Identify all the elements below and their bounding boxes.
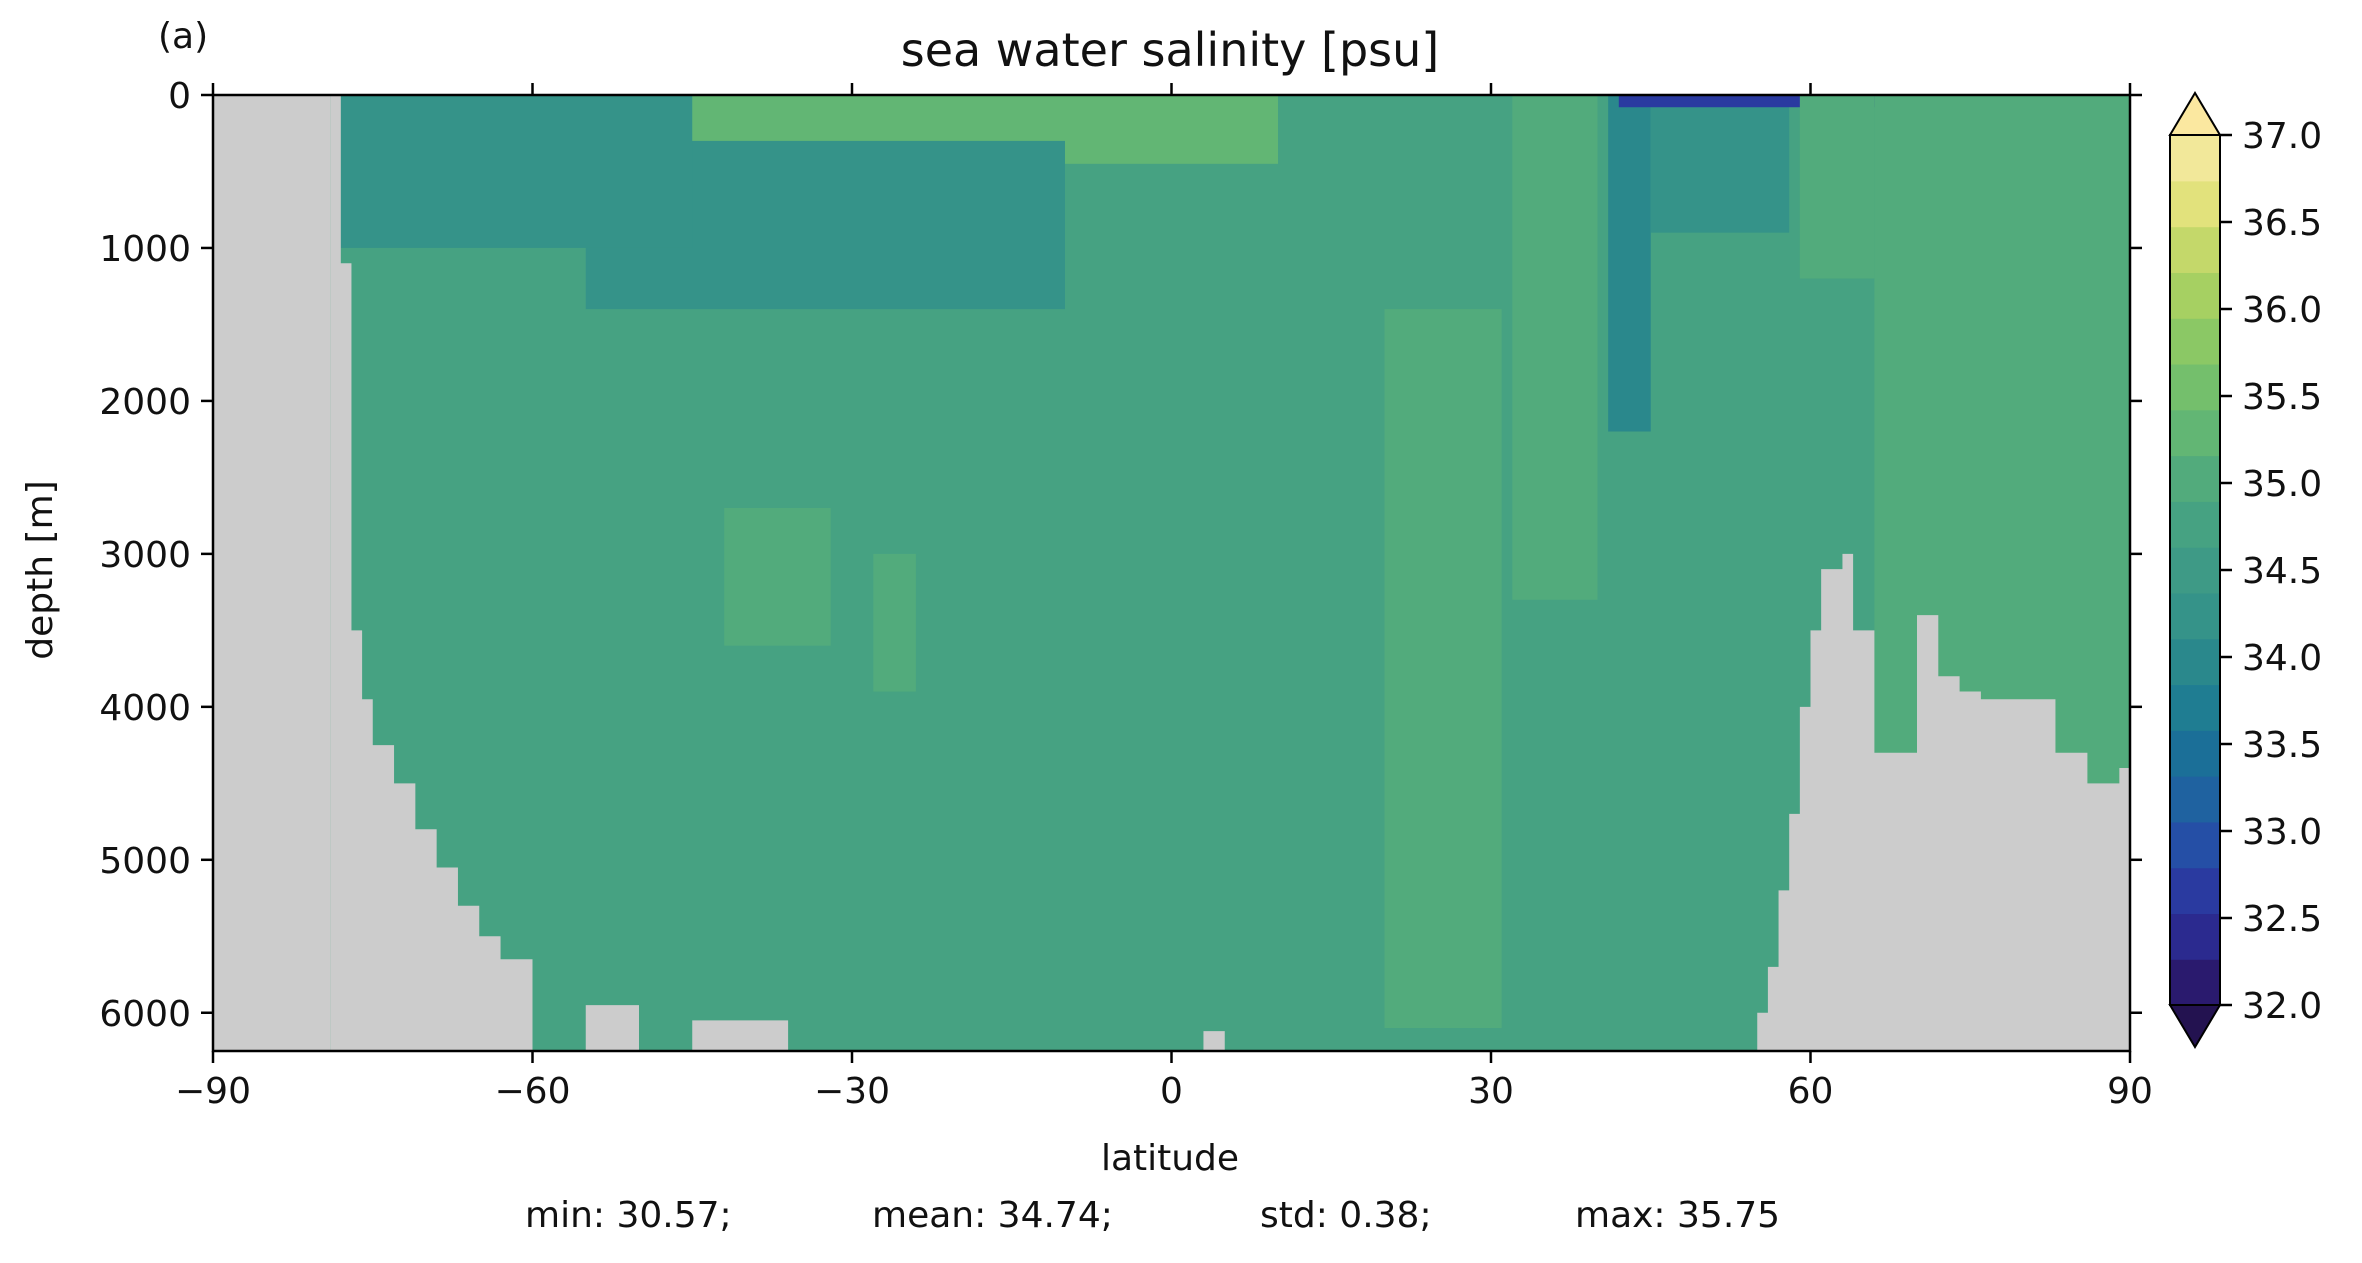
colorbar-band xyxy=(2170,135,2220,182)
colorbar: 32.0 32.5 33.0 33.5 34.0 34.5 35.0 35.5 36.0 36.5… xyxy=(2168,91,2322,1049)
x-axis-label: latitude xyxy=(1101,1138,1239,1179)
y-tick-label: 5000 xyxy=(99,841,191,882)
colorbar-band xyxy=(2170,730,2220,777)
colorbar-band xyxy=(2170,592,2220,640)
colorbar-band xyxy=(2170,821,2220,869)
panel-label: (a) xyxy=(158,16,208,57)
x-tick-label: 0 xyxy=(1160,1071,1183,1112)
colorbar-tick-label: 33.0 xyxy=(2242,812,2322,853)
colorbar-under-extension xyxy=(2168,1004,2222,1049)
colorbar-band xyxy=(2170,776,2220,823)
y-tick-label: 3000 xyxy=(99,535,191,576)
stat-mean: mean: 34.74; xyxy=(872,1195,1113,1236)
salinity-region-atlantic-deep-saline-tongue xyxy=(1384,309,1502,1029)
colorbar-band xyxy=(2170,363,2220,411)
stats-line: min: 30.57; mean: 34.74; std: 0.38; max:… xyxy=(0,1195,2362,1245)
colorbar-band xyxy=(2170,180,2220,228)
salinity-region-southern-ocean-upper xyxy=(340,95,693,248)
antarctica-land xyxy=(213,95,331,1051)
colorbar-band xyxy=(2170,501,2220,548)
colorbar-tick-label: 36.0 xyxy=(2242,290,2322,331)
colorbar-band xyxy=(2170,272,2220,319)
stat-min: min: 30.57; xyxy=(525,1195,732,1236)
y-tick-label: 6000 xyxy=(99,994,191,1035)
colorbar-band xyxy=(2170,455,2220,502)
colorbar-band xyxy=(2170,867,2220,915)
y-tick-label: 1000 xyxy=(99,229,191,270)
colorbar-band xyxy=(2170,318,2220,365)
salinity-region-nordic-seas-saline xyxy=(1799,95,1875,279)
colorbar-band xyxy=(2170,913,2220,960)
colorbar-tick-label: 34.0 xyxy=(2242,638,2322,679)
y-tick-label: 0 xyxy=(168,76,191,117)
colorbar-tick-label: 36.5 xyxy=(2242,203,2322,244)
colorbar-band xyxy=(2170,684,2220,731)
stat-std: std: 0.38; xyxy=(1260,1195,1432,1236)
y-tick-label: 4000 xyxy=(99,688,191,729)
plot-area xyxy=(213,95,2130,1051)
salinity-region-north-atlantic-upper-lens xyxy=(1512,95,1598,600)
colorbar-tick-label: 33.5 xyxy=(2242,725,2322,766)
x-axis: −90 −60 −30 0 30 60 90 xyxy=(175,83,2153,1112)
y-axis: 0 1000 2000 3000 4000 5000 6000 xyxy=(99,76,2142,1035)
salinity-region-mediterranean-outflow-column xyxy=(1608,95,1651,432)
colorbar-band xyxy=(2170,226,2220,273)
salinity-region-north-pacific-upper-fresh xyxy=(1650,95,1790,233)
colorbar-tick-label: 34.5 xyxy=(2242,551,2322,592)
y-axis-label: depth [m] xyxy=(20,480,61,659)
colorbar-tick-label: 32.5 xyxy=(2242,899,2322,940)
colorbar-tick-label: 35.5 xyxy=(2242,377,2322,418)
colorbar-band xyxy=(2170,409,2220,457)
colorbar-over-extension xyxy=(2168,91,2222,136)
colorbar-tick-label: 32.0 xyxy=(2242,986,2322,1027)
stat-max: max: 35.75 xyxy=(1575,1195,1781,1236)
x-tick-label: −90 xyxy=(175,1071,251,1112)
x-tick-label: 60 xyxy=(1788,1071,1834,1112)
x-tick-label: 30 xyxy=(1468,1071,1514,1112)
colorbar-band xyxy=(2170,638,2220,686)
colorbar-band xyxy=(2170,547,2220,594)
x-tick-label: −60 xyxy=(495,1071,571,1112)
chart-title: sea water salinity [psu] xyxy=(901,23,1440,77)
colorbar-band xyxy=(2170,959,2220,1006)
salinity-region-south-deep-saline-patch xyxy=(724,507,831,646)
colorbar-tick-label: 35.0 xyxy=(2242,464,2322,505)
colorbar-tick-label: 37.0 xyxy=(2242,116,2322,157)
salinity-region-equatorial-deep-streak xyxy=(873,553,916,692)
salinity-region-arctic-basin-upper xyxy=(1874,95,2130,784)
land-mask xyxy=(213,95,2130,1051)
x-tick-label: −30 xyxy=(814,1071,890,1112)
x-tick-label: 90 xyxy=(2107,1071,2153,1112)
y-tick-label: 2000 xyxy=(99,382,191,423)
